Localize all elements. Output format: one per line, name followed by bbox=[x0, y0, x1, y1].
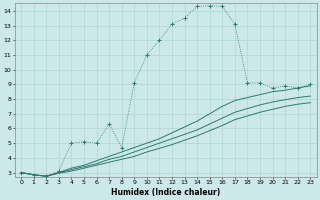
X-axis label: Humidex (Indice chaleur): Humidex (Indice chaleur) bbox=[111, 188, 220, 197]
